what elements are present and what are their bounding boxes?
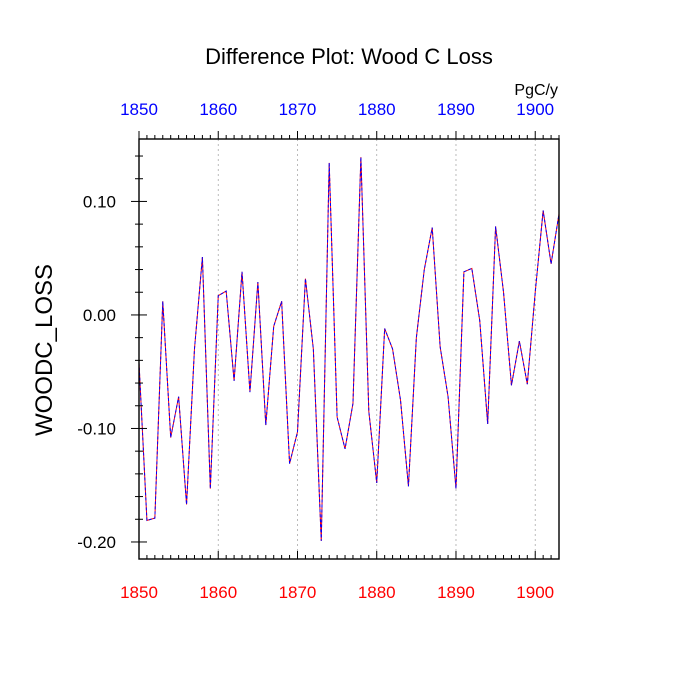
x-tick-label-top-1900: 1900 <box>516 100 554 119</box>
y-tick-label-0.10: 0.10 <box>83 192 116 211</box>
x-tick-label-top-1860: 1860 <box>199 100 237 119</box>
y-tick-label--0.20: -0.20 <box>77 533 116 552</box>
series-line-2 <box>138 157 560 541</box>
x-tick-label-bottom-1860: 1860 <box>199 583 237 602</box>
x-tick-label-bottom-1900: 1900 <box>516 583 554 602</box>
tick-labels: 1850 1850 1860 1860 1870 1870 1880 1880 1890 1890… <box>77 100 554 602</box>
y-tick-label-0.00: 0.00 <box>83 306 116 325</box>
x-tick-label-top-1880: 1880 <box>358 100 396 119</box>
units-label: PgC/y <box>514 82 558 99</box>
plot-series <box>138 157 560 541</box>
x-tick-label-bottom-1850: 1850 <box>120 583 158 602</box>
y-axis-label: WOODC_LOSS <box>31 264 58 436</box>
x-tick-label-top-1850: 1850 <box>120 100 158 119</box>
y-tick-label--0.10: -0.10 <box>77 419 116 438</box>
chart-title: Difference Plot: Wood C Loss <box>205 44 493 69</box>
series-line-1 <box>138 157 560 541</box>
x-tick-label-top-1890: 1890 <box>437 100 475 119</box>
x-tick-label-bottom-1880: 1880 <box>358 583 396 602</box>
x-tick-label-bottom-1870: 1870 <box>279 583 317 602</box>
x-tick-label-top-1870: 1870 <box>279 100 317 119</box>
plot-frame <box>138 138 560 560</box>
x-tick-label-bottom-1890: 1890 <box>437 583 475 602</box>
x-gridlines <box>217 139 536 559</box>
